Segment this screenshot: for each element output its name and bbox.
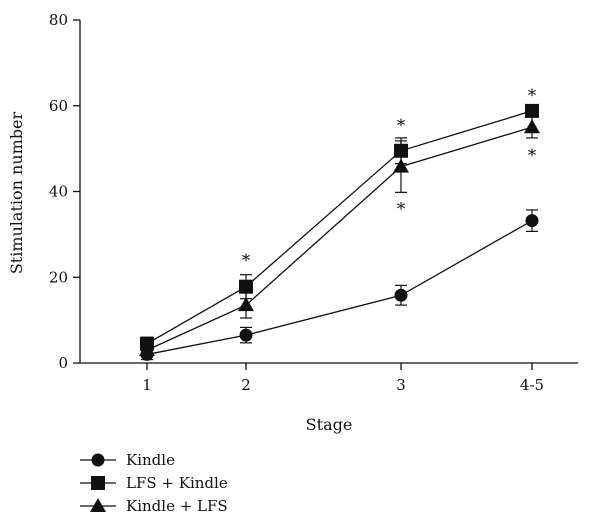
data-point [525,214,539,228]
data-point [524,119,540,134]
series-layer [139,103,540,361]
y-tick-label: 0 [58,354,68,372]
y-tick-label: 60 [49,97,68,115]
significance-star: * [242,251,251,271]
series-line [146,110,533,345]
legend: Kindle LFS + Kindle Kindle + LFS [80,451,228,515]
x-ticks: 1 2 3 4-5 [142,363,544,394]
series-line [146,126,533,351]
legend-label: LFS + Kindle [126,474,228,492]
data-point [139,342,155,357]
y-tick-label: 20 [49,268,68,286]
x-tick-label: 3 [396,376,406,394]
legend-item: LFS + Kindle [80,474,228,492]
significance-star: * [528,146,537,166]
y-tick-label: 80 [49,11,68,29]
data-point [393,158,409,173]
data-point [239,328,253,342]
data-point [525,103,539,118]
x-tick-label: 2 [241,376,251,394]
y-tick-label: 40 [49,183,68,201]
legend-marker [90,498,106,512]
significance-star: * [528,86,537,106]
data-point [239,279,253,294]
legend-marker [91,453,105,467]
data-point [394,288,408,302]
series-line [146,220,533,356]
x-tick-label: 1 [142,376,152,394]
legend-label: Kindle + LFS [126,497,228,515]
data-point [238,297,254,312]
significance-star: * [397,200,406,220]
series-lfs-kindle [140,103,539,351]
significance-star: * [397,116,406,136]
series-kindle [140,209,539,361]
series-kindle-lfs [139,115,540,357]
legend-marker [91,476,105,490]
legend-item: Kindle [80,451,175,469]
y-ticks: 0 20 40 60 80 [49,11,80,372]
legend-label: Kindle [126,451,175,469]
x-axis-label: Stage [306,415,353,434]
annotations: * * * * * [242,86,537,271]
y-axis-label: Stimulation number [7,111,26,274]
legend-item: Kindle + LFS [80,497,228,515]
x-tick-label: 4-5 [520,376,544,394]
